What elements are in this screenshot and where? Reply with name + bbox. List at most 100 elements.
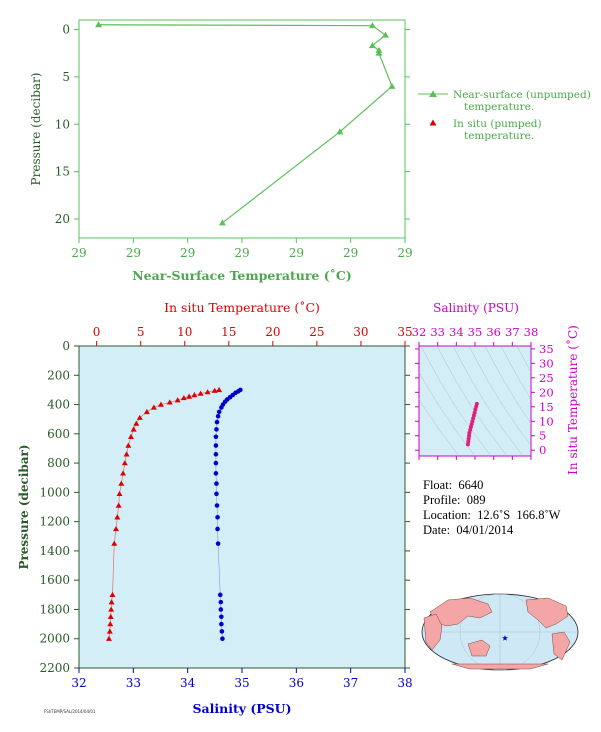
profile-salinity-axis-label: Salinity (PSU) bbox=[192, 701, 291, 716]
profile-y-tick-label: 2200 bbox=[39, 661, 70, 675]
near-surface-x-tick-label: 29 bbox=[180, 246, 195, 260]
temperature-tick-label: 35 bbox=[397, 325, 412, 339]
ts-y-tick-label: 5 bbox=[539, 429, 546, 443]
temperature-point bbox=[166, 399, 173, 405]
near-surface-y-tick-label: 5 bbox=[62, 70, 70, 84]
ts-density-contour bbox=[420, 346, 492, 456]
near-surface-point bbox=[388, 82, 396, 89]
near-surface-point bbox=[336, 128, 344, 135]
salinity-point bbox=[219, 629, 225, 634]
temperature-tick-label: 10 bbox=[177, 325, 192, 339]
ts-x-tick-label: 32 bbox=[412, 325, 427, 339]
ts-points bbox=[465, 401, 479, 447]
legend-near-surface-marker bbox=[429, 90, 437, 97]
profile-y-tick-label: 400 bbox=[47, 398, 70, 412]
temperature-point bbox=[108, 599, 115, 605]
temperature-point bbox=[116, 490, 123, 497]
temperature-point bbox=[204, 389, 211, 395]
near-surface-y-axis-label: Pressure (decibar) bbox=[29, 73, 43, 186]
temperature-point bbox=[125, 442, 132, 448]
temperature-point bbox=[186, 393, 193, 399]
float-info-panel: Float: 6640 Profile: 089 Location: 12.6˚… bbox=[423, 478, 560, 538]
salinity-point bbox=[219, 405, 224, 410]
temperature-point bbox=[113, 525, 120, 532]
legend-in-situ-marker bbox=[429, 119, 437, 126]
temperature-tick-label: 0 bbox=[93, 325, 101, 339]
temperature-point bbox=[150, 404, 157, 410]
ts-y-tick-label: 10 bbox=[539, 414, 554, 428]
profile-y-tick-label: 200 bbox=[47, 368, 70, 382]
temperature-profile bbox=[105, 386, 223, 641]
ts-y-tick-label: 30 bbox=[539, 356, 554, 370]
salinity-point bbox=[214, 491, 219, 497]
ts-density-contour bbox=[597, 346, 601, 456]
profile-chart: 0200400600800100012001400160018002000220… bbox=[17, 300, 413, 716]
near-surface-point bbox=[368, 42, 376, 49]
temperature-point bbox=[108, 606, 115, 612]
near-surface-point bbox=[381, 31, 389, 38]
temperature-tick-label: 5 bbox=[137, 325, 145, 339]
ts-y-tick-label: 0 bbox=[539, 443, 546, 457]
near-surface-x-tick-label: 29 bbox=[289, 246, 304, 260]
temperature-point bbox=[107, 613, 114, 619]
salinity-point bbox=[213, 460, 219, 466]
temperature-point bbox=[114, 514, 121, 520]
salinity-point bbox=[215, 413, 221, 419]
temperature-point bbox=[107, 621, 114, 627]
near-surface-x-tick-label: 29 bbox=[397, 246, 412, 260]
salinity-point bbox=[213, 443, 219, 448]
salinity-point bbox=[215, 514, 220, 520]
float-id: Float: 6640 bbox=[423, 478, 484, 492]
ts-density-contour bbox=[419, 399, 460, 456]
world-map bbox=[421, 593, 579, 671]
legend-in-situ-label-2: temperature. bbox=[464, 130, 534, 142]
ts-x-tick-label: 37 bbox=[505, 325, 520, 339]
temperature-point bbox=[115, 502, 122, 508]
legend-near-surface-label-2: temperature. bbox=[464, 101, 534, 113]
temperature-point bbox=[211, 387, 218, 393]
temperature-point bbox=[106, 628, 113, 634]
ts-density-contour bbox=[500, 346, 531, 400]
salinity-tick-label: 37 bbox=[343, 676, 358, 690]
salinity-point bbox=[214, 481, 219, 486]
temperature-point bbox=[105, 635, 112, 641]
ts-x-tick-label: 34 bbox=[449, 325, 464, 339]
salinity-tick-label: 36 bbox=[289, 676, 304, 690]
temperature-point bbox=[174, 397, 181, 403]
map-graticule bbox=[422, 593, 578, 671]
ts-plot-area bbox=[418, 345, 532, 457]
near-surface-point bbox=[218, 219, 226, 226]
temperature-point bbox=[109, 591, 116, 598]
temperature-point bbox=[121, 460, 128, 466]
salinity-point bbox=[219, 614, 224, 620]
profile-y-tick-label: 0 bbox=[62, 339, 70, 353]
salinity-tick-label: 38 bbox=[397, 676, 412, 690]
profile-y-ticks: 0 200 400 600 800 1000 1200 1400 1600 1800 2000 220… bbox=[39, 339, 410, 675]
salinity-point bbox=[213, 434, 219, 440]
map-asia bbox=[429, 597, 493, 627]
temperature-point bbox=[136, 414, 143, 420]
temperature-point bbox=[118, 480, 125, 486]
salinity-point bbox=[218, 607, 224, 612]
salinity-point bbox=[214, 503, 220, 508]
salinity-profile bbox=[213, 387, 243, 642]
temperature-tick-label: 25 bbox=[309, 325, 324, 339]
profile-temperature-axis-label: In situ Temperature (˚C) bbox=[164, 300, 320, 315]
ts-x-tick-label: 36 bbox=[486, 325, 501, 339]
legend: Near-surface (unpumped) temperature. In … bbox=[418, 89, 591, 142]
temperature-point bbox=[143, 408, 150, 415]
temperature-tick-label: 20 bbox=[265, 325, 280, 339]
ts-y-tick-label: 15 bbox=[539, 400, 554, 414]
map-north-america bbox=[525, 597, 569, 629]
salinity-point bbox=[215, 541, 221, 546]
profile-y-tick-label: 800 bbox=[47, 456, 70, 470]
ts-x-tick-label: 33 bbox=[430, 325, 445, 339]
salinity-point bbox=[213, 452, 219, 457]
profile-y-tick-label: 2000 bbox=[39, 632, 70, 646]
legend-near-surface-label: Near-surface (unpumped) bbox=[453, 89, 591, 101]
footer-tag: FSI/TEMP/SAL/2014/04/01 bbox=[44, 709, 96, 714]
map-africa-europe bbox=[423, 613, 443, 651]
near-surface-point bbox=[375, 49, 383, 56]
near-surface-x-tick-label: 29 bbox=[126, 246, 141, 260]
